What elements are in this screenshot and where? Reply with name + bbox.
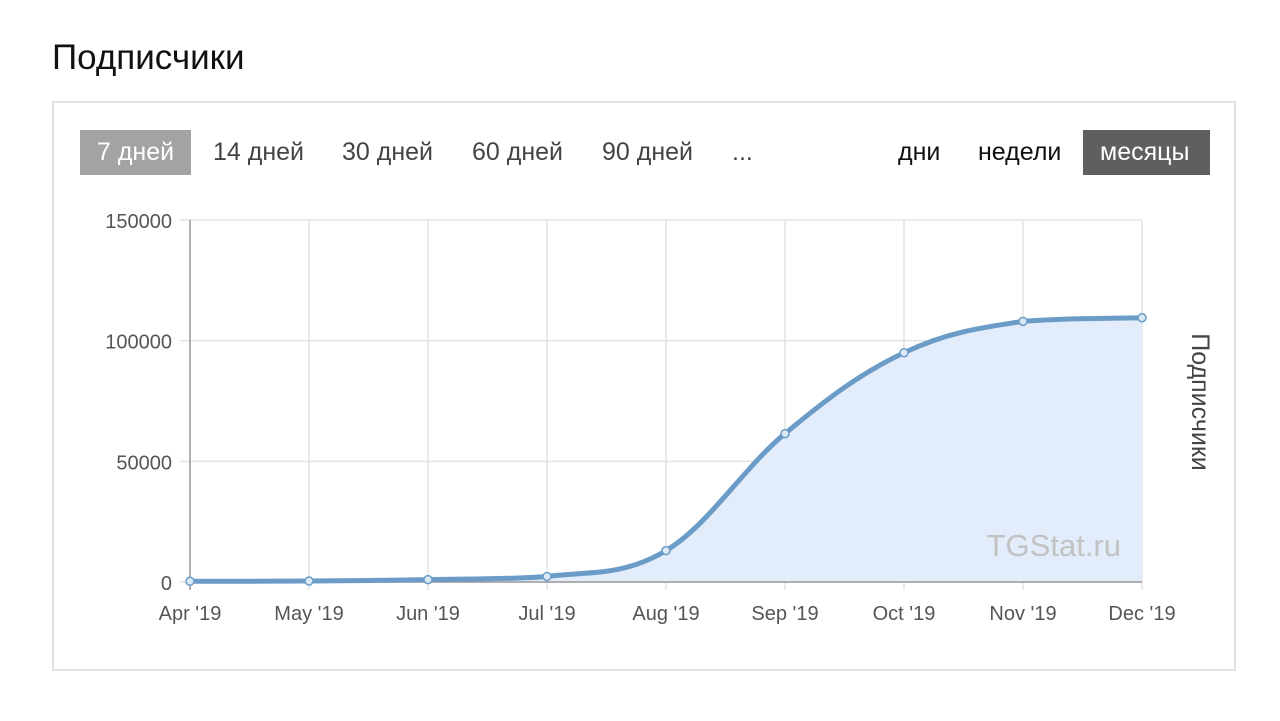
range-tab-more[interactable]: ... [732,138,753,166]
range-tab-30-days[interactable]: 30 дней [342,138,434,166]
chart-panel: 7 дней 14 дней 30 дней 60 дней 90 дней .… [52,101,1236,671]
group-tab-months[interactable]: месяцы [1083,130,1210,175]
range-tab-90-days[interactable]: 90 дней [602,138,694,166]
range-tab-14-days[interactable]: 14 дней [213,138,305,166]
range-tab-60-days[interactable]: 60 дней [472,138,564,166]
page-title: Подписчики [52,38,245,77]
range-tab-7-days[interactable]: 7 дней [80,130,192,175]
group-tab-weeks[interactable]: недели [978,138,1062,166]
group-tab-days[interactable]: дни [898,138,941,166]
